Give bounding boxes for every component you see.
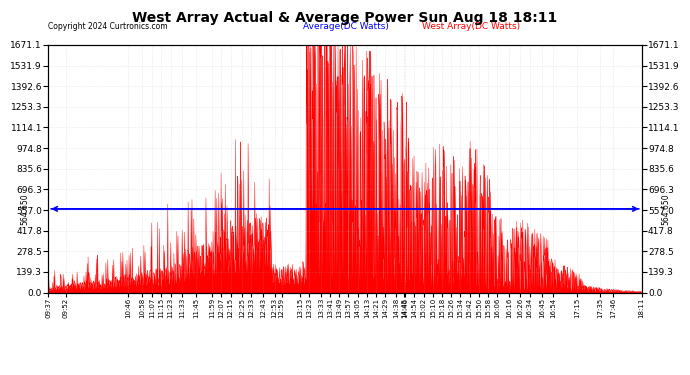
Text: West Array Actual & Average Power Sun Aug 18 18:11: West Array Actual & Average Power Sun Au…	[132, 11, 558, 25]
Text: Copyright 2024 Curtronics.com: Copyright 2024 Curtronics.com	[48, 22, 168, 32]
Text: Average(DC Watts): Average(DC Watts)	[304, 22, 389, 32]
Text: West Array(DC Watts): West Array(DC Watts)	[422, 22, 520, 32]
Text: 564.650: 564.650	[20, 193, 29, 225]
Text: 564.650: 564.650	[661, 193, 670, 225]
